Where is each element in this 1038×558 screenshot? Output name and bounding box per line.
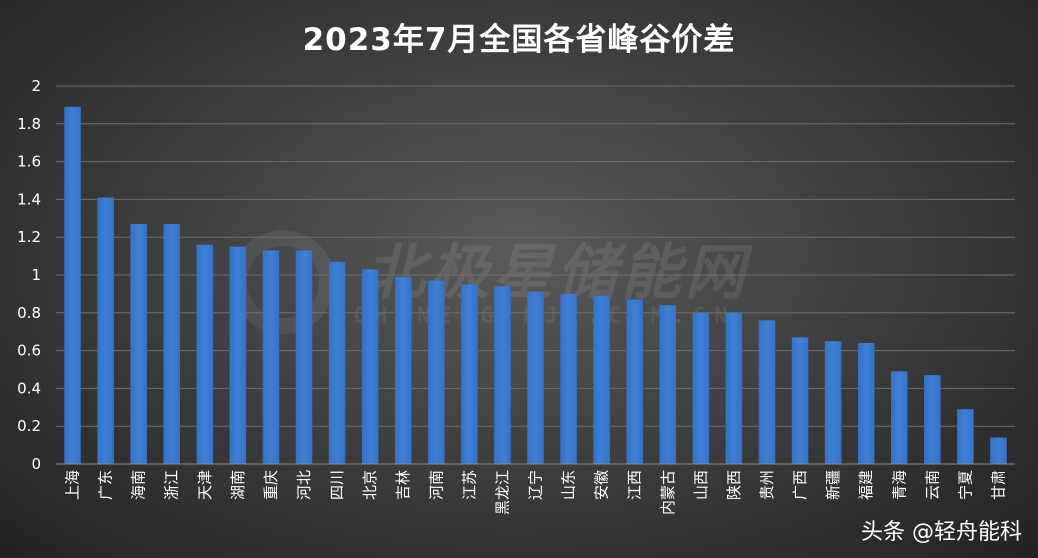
bar-9 [328,261,346,464]
bar-11 [394,276,412,464]
y-axis-ticks: 0 0.2 0.4 0.6 0.8 1 1.2 1.4 1.6 1.8 2 [17,77,41,473]
source-credit: 头条 @轻舟能科 [861,520,1022,545]
bar-5 [196,244,214,464]
bar-16 [560,293,577,464]
y-tick-label: 0.4 [17,379,41,397]
y-tick-label: 1.2 [17,228,41,246]
bar-10 [361,269,379,464]
bar-29 [990,437,1007,464]
y-tick-label: 0.8 [17,304,41,322]
bar-17 [593,295,610,464]
x-category-label: 上海 [64,470,82,500]
bar-14 [494,286,511,464]
bar-20 [692,312,710,464]
x-category-label: 重庆 [262,470,280,500]
bar-7 [262,250,280,464]
x-category-label: 山东 [560,470,578,500]
bar-8 [295,250,313,464]
x-category-label: 江西 [626,470,644,500]
bar-13 [461,284,478,464]
bar-28 [957,409,974,464]
bar-4 [163,223,181,464]
x-category-label: 内蒙古 [659,470,677,515]
bar-22 [758,320,776,464]
x-category-label: 北京 [361,470,379,500]
x-category-label: 青海 [890,470,908,500]
y-tick-label: 0.2 [17,417,41,435]
bar-12 [428,280,445,464]
x-category-label: 陕西 [725,470,743,500]
bar-2 [97,197,114,464]
y-tick-label: 1.6 [17,153,41,171]
x-category-label: 湖南 [229,470,247,500]
x-category-label: 贵州 [758,470,776,500]
x-category-label: 浙江 [163,470,181,500]
x-category-label: 吉林 [394,470,412,500]
x-category-label: 四川 [328,470,346,500]
bar-19 [659,305,677,464]
bars [64,106,1007,464]
x-category-label: 黑龙江 [493,470,511,515]
bar-27 [924,375,941,464]
x-category-label: 安徽 [593,470,611,500]
x-axis-category-labels: 上海 广东 海南 浙江 天津 湖南 重庆 河北 四川 北京 吉林 河南 江苏 黑龙江 辽宁 山东 安徽 江西 内蒙古… [64,470,1008,515]
x-category-label: 福建 [857,470,875,500]
x-category-label: 云南 [923,470,941,500]
x-category-label: 广西 [791,470,809,500]
bar-3 [130,223,147,464]
bar-23 [791,337,809,464]
y-tick-label: 2 [31,77,41,95]
bar-18 [626,299,643,464]
x-category-label: 江苏 [460,470,478,500]
y-tick-label: 1 [31,266,41,284]
bar-26 [890,371,908,464]
x-category-label: 辽宁 [527,470,545,500]
bar-6 [229,246,247,464]
bar-25 [857,343,875,464]
chart-title: 2023年7月全国各省峰谷价差 [302,22,736,58]
y-tick-label: 1.8 [17,115,41,133]
x-category-label: 广东 [97,470,115,500]
y-tick-label: 1.4 [17,190,41,208]
x-category-label: 天津 [196,470,214,500]
x-category-label: 河北 [295,470,313,500]
y-tick-label: 0 [31,455,41,473]
y-tick-label: 0.6 [17,342,41,360]
x-category-label: 河南 [427,470,445,500]
bar-24 [824,341,842,464]
x-category-label: 新疆 [824,470,842,500]
x-category-label: 海南 [130,470,148,500]
bar-15 [527,292,544,464]
x-category-label: 山西 [692,470,710,500]
x-category-label: 甘肃 [989,470,1007,500]
x-category-label: 宁夏 [956,470,974,500]
bar-1 [64,106,81,464]
bar-21 [725,312,743,464]
